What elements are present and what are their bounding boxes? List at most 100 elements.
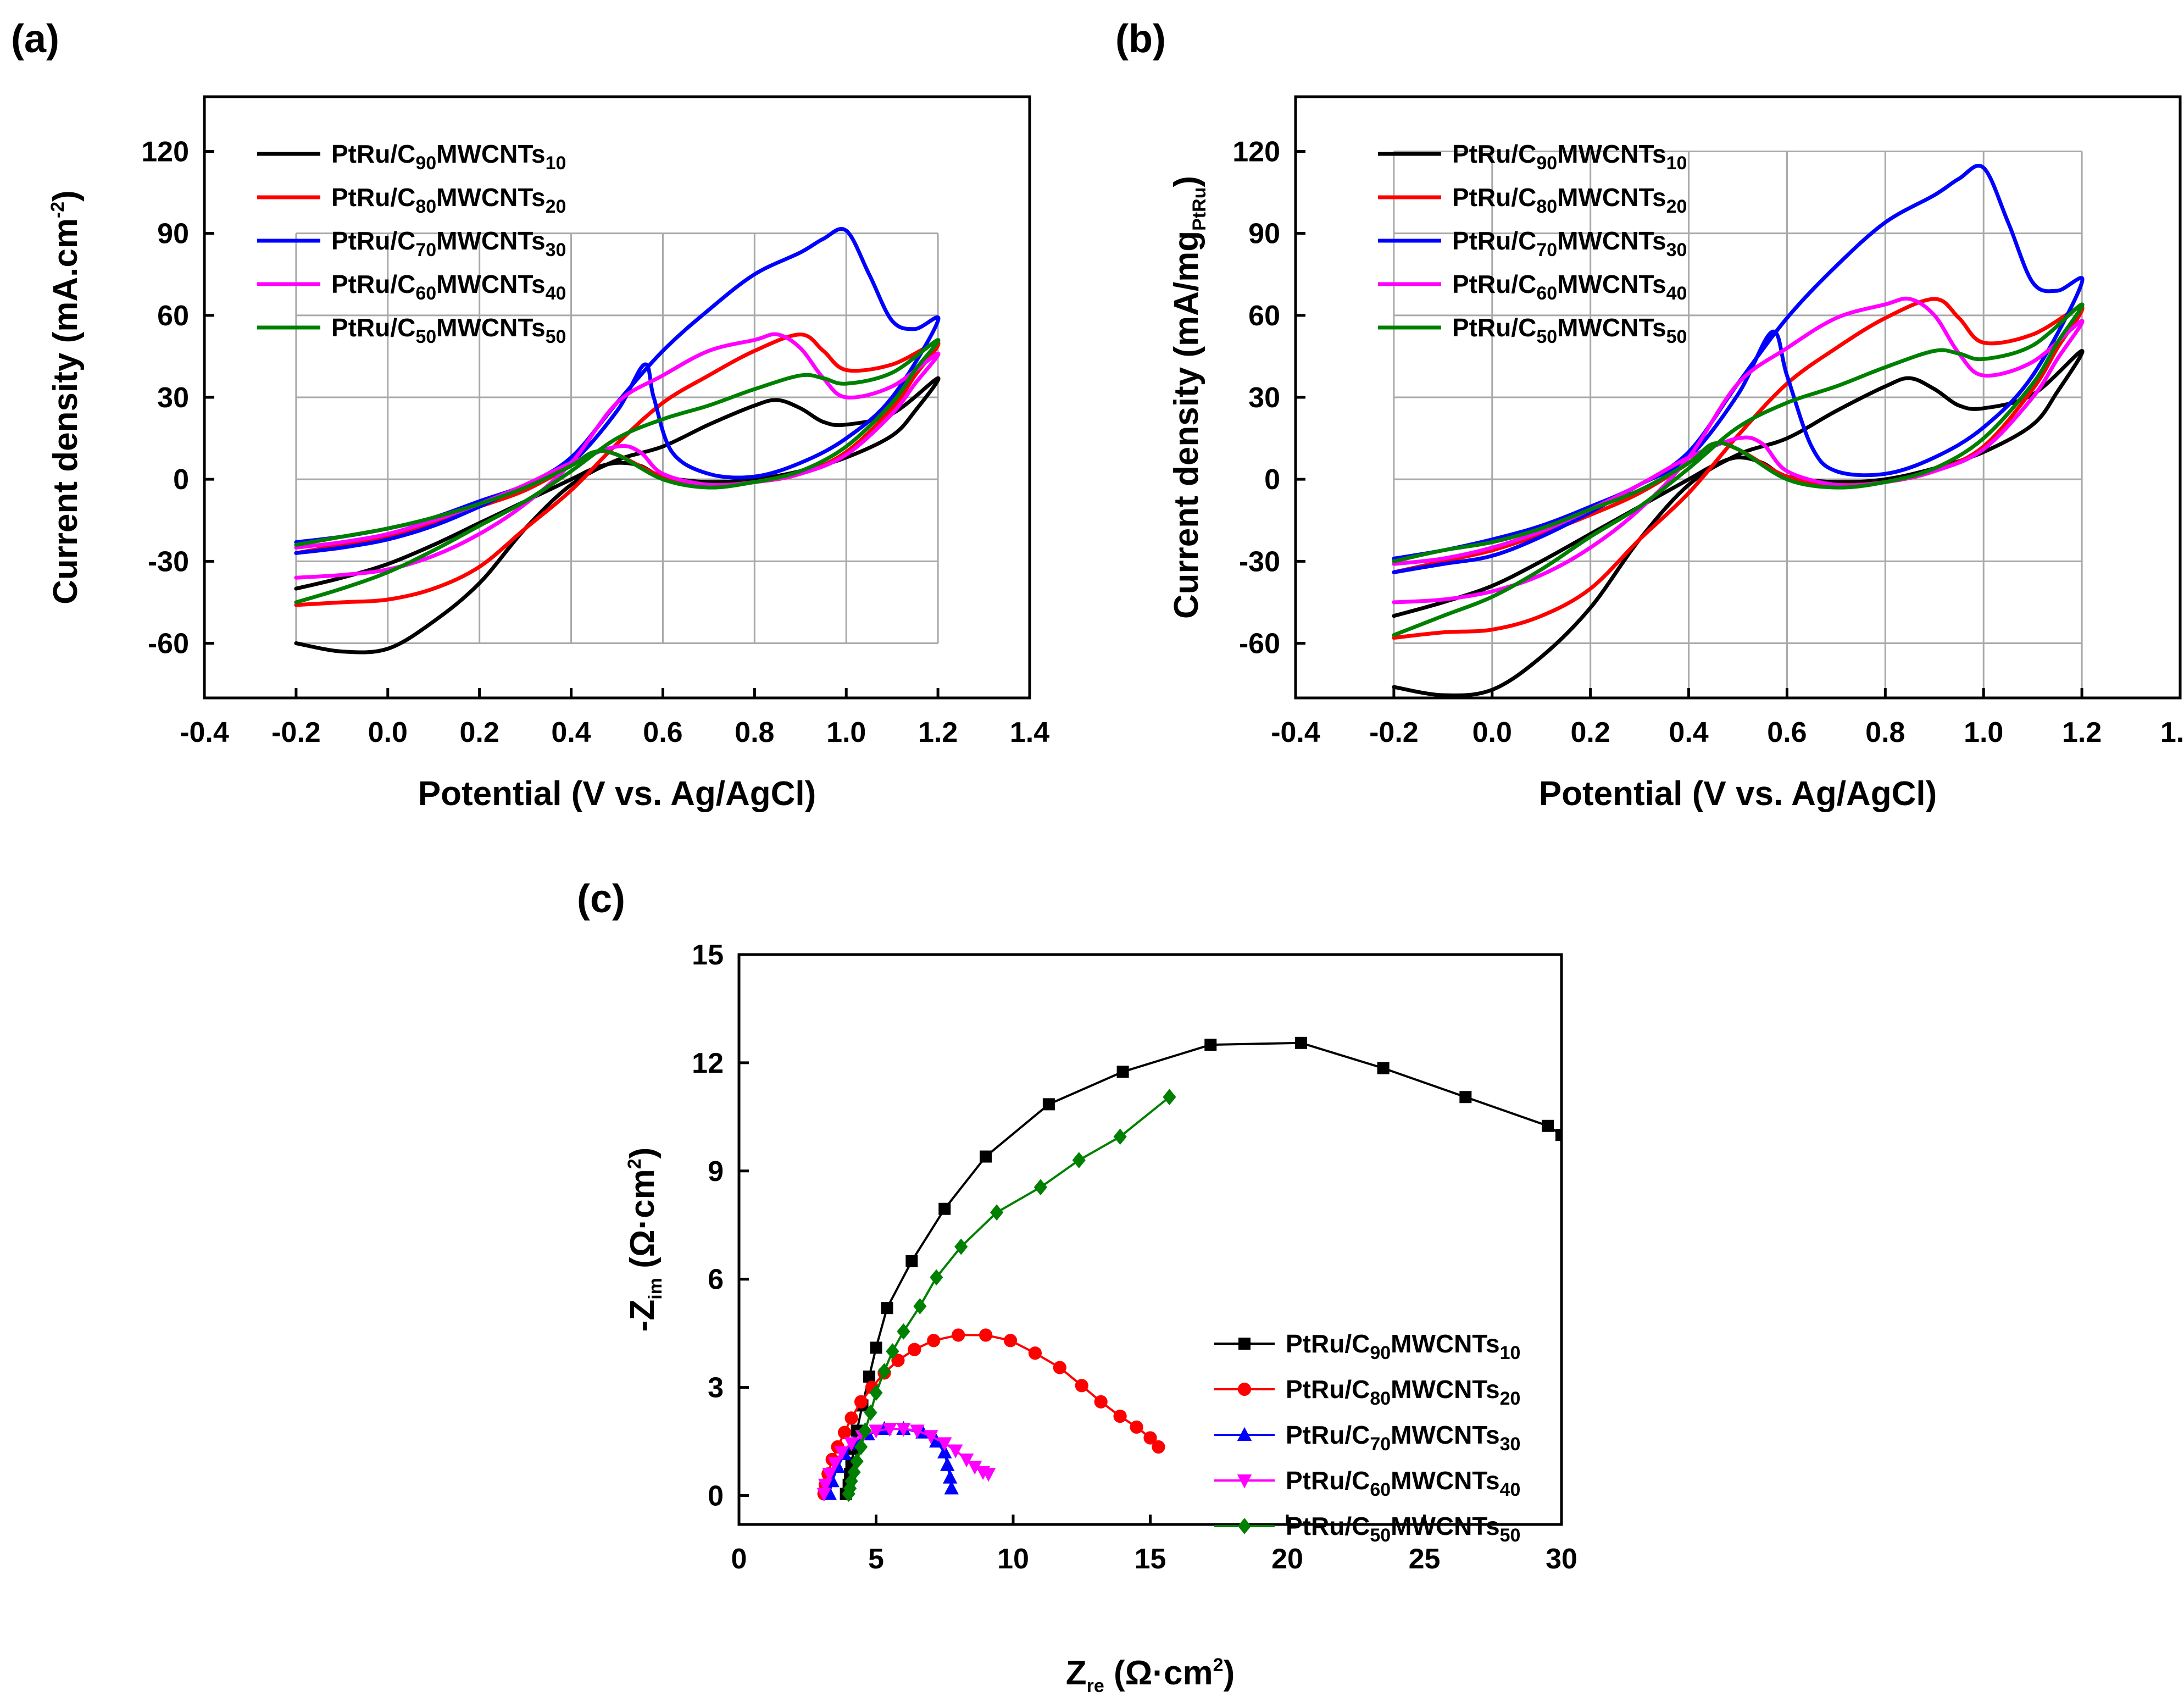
legend-label-mid: MWCNTs [1557,313,1666,342]
data-point [850,1453,864,1469]
chart-panel-2: (b) -0.4 -0.2 0.0 0.2 0.4 0.6 0.8 1.0 1.2 1.4 -60 -3… [1115,17,2184,813]
data-point [1053,1361,1066,1374]
legend-label-prefix: PtRu/C [331,313,415,342]
legend-label-prefix: PtRu/C [1452,183,1536,212]
x-tick-label: 0.6 [1767,717,1807,748]
legend-label: PtRu/C80MWCNTs20 [331,183,566,217]
data-point [1542,1119,1554,1132]
x-tick-label: 0.4 [1669,717,1708,748]
data-point [959,1453,974,1468]
x-tick-label: 0.0 [1472,717,1512,748]
legend-marker [1237,1382,1252,1396]
data-point [980,1150,992,1163]
data-point [943,1469,958,1484]
data-point [1204,1039,1217,1051]
legend-label-sub2: 20 [1500,1388,1521,1409]
legend-label-sub2: 20 [546,196,566,217]
legend-label: PtRu/C80MWCNTs20 [1452,183,1687,217]
x-tick-label: 5 [868,1543,884,1575]
legend-label: PtRu/C50MWCNTs50 [331,313,566,347]
data-point [924,1430,938,1444]
legend: PtRu/C90MWCNTs10PtRu/C80MWCNTs20PtRu/C70… [1378,140,1687,347]
legend-label: PtRu/C80MWCNTs20 [1286,1375,1520,1409]
x-tick-label: 1.4 [1010,717,1049,748]
data-point [1459,1091,1472,1103]
series-line-2 [1392,297,2085,640]
legend-label: PtRu/C90MWCNTs10 [331,140,566,174]
legend-label-mid: MWCNTs [1391,1329,1499,1358]
data-point [854,1439,868,1455]
x-tick-label: 1.2 [918,717,958,748]
legend-label-sub2: 40 [1500,1479,1521,1500]
data-point [882,1423,897,1437]
legend-label: PtRu/C60MWCNTs40 [1452,270,1687,304]
ticks [1294,149,2182,698]
y-tick-label: 120 [1232,136,1280,168]
data-point [877,1363,891,1379]
series-line-1 [294,376,941,655]
legend: PtRu/C90MWCNTs10PtRu/C80MWCNTs20PtRu/C70… [257,140,566,347]
legend-label-sub1: 60 [415,283,436,304]
data-point [843,1480,857,1497]
data-point [1294,1036,1307,1049]
legend-label-sub1: 50 [1370,1525,1391,1546]
y-label-sub: im [645,1278,666,1300]
legend-label-prefix: PtRu/C [1286,1375,1370,1404]
chart-panel-1: (a) -0.4 -0.2 0.0 0.2 0.4 0.6 0.8 1.0 1.2 1.4 -60 -3… [11,17,1049,813]
data-point [937,1444,952,1459]
data-point [838,1426,852,1439]
x-tick-label: 30 [1546,1543,1577,1575]
x-label-end: ) [1224,1654,1235,1692]
data-point [834,1446,849,1461]
data-point [1163,1089,1176,1106]
y-tick-label: 12 [692,1047,724,1079]
legend-label-sub2: 50 [546,326,566,347]
legend-label: PtRu/C50MWCNTs50 [1286,1512,1520,1546]
y-tick-label: 6 [708,1264,724,1296]
data-point [816,1488,831,1502]
legend-label-prefix: PtRu/C [1452,313,1536,342]
data-point [1033,1179,1047,1196]
y-tick-label: 90 [157,218,189,250]
legend-item: PtRu/C60MWCNTs40 [257,270,566,304]
y-tick-label: 60 [157,300,189,332]
legend-label-mid: MWCNTs [1557,226,1666,255]
legend-label-sub2: 10 [1500,1343,1521,1363]
x-label-main: Z [1066,1654,1087,1692]
legend-label-mid: MWCNTs [436,140,545,168]
data-point [948,1444,963,1459]
data-point [1028,1346,1042,1360]
x-tick-label: 0.8 [735,717,774,748]
legend-item: PtRu/C90MWCNTs10 [257,140,566,174]
legend-label-sub2: 30 [546,240,566,260]
x-axis-label: Zre (Ω·cm2) [1066,1654,1235,1696]
x-tick-label: 15 [1135,1543,1166,1575]
y-label-rest: (Ω·cm [624,1169,662,1278]
legend-label-sub1: 60 [1370,1479,1391,1500]
y-label-main: Current density (mA/mg [1168,231,1205,619]
legend-item: PtRu/C70MWCNTs30 [1378,226,1687,260]
legend-label: PtRu/C50MWCNTs50 [1452,313,1687,347]
y-label-end: ) [624,1147,662,1159]
legend-label-sub2: 40 [1666,283,1687,304]
data-point [1094,1395,1108,1408]
legend-label-mid: MWCNTs [1391,1512,1499,1540]
x-tick-label: 1.0 [826,717,866,748]
data-point [908,1343,921,1356]
y-tick-label: 30 [157,382,189,414]
series-line-5 [1392,302,2085,637]
data-point [1143,1431,1157,1445]
x-label-rest: (Ω·cm [1104,1654,1213,1692]
data-point [886,1343,899,1360]
x-tick-label: 20 [1271,1543,1303,1575]
series-group [816,1036,1561,1502]
data-point [1555,1129,1561,1141]
legend-item: PtRu/C70MWCNTs30 [1214,1421,1520,1455]
data-point [844,1411,858,1425]
x-tick-label: 1.4 [2160,717,2184,748]
y-tick-label: 30 [1248,382,1280,414]
legend-label-prefix: PtRu/C [331,270,415,298]
legend-item: PtRu/C60MWCNTs40 [1214,1466,1520,1500]
y-label-end: ) [47,190,85,202]
legend-label-mid: MWCNTs [436,183,545,212]
